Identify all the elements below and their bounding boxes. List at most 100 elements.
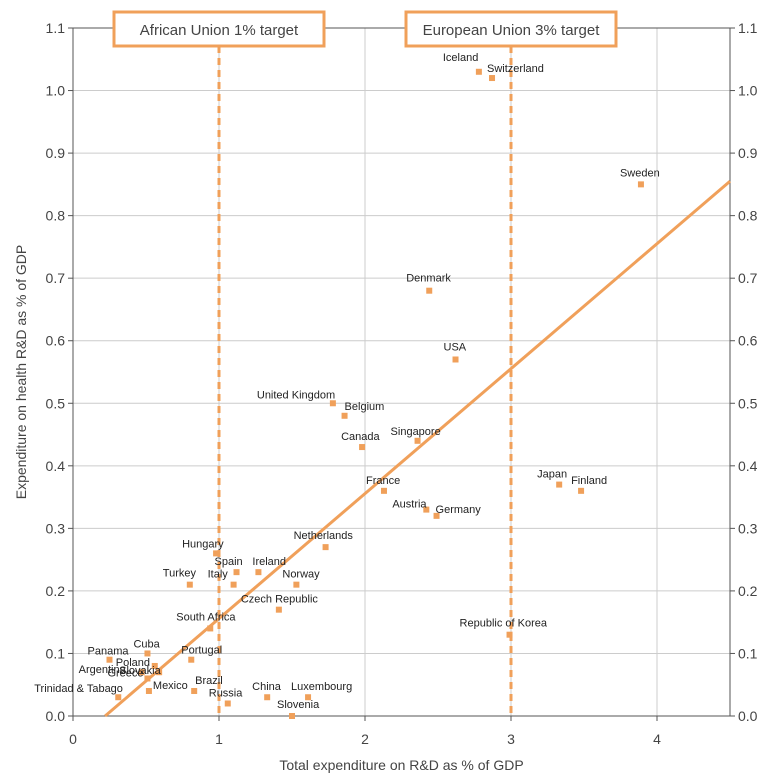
data-point	[213, 550, 220, 557]
data-point-label: Singapore	[391, 426, 441, 438]
x-axis-ticks: 0 1 2 3 4	[69, 716, 661, 747]
y-tick-label-left: 0.0	[46, 708, 66, 724]
data-point	[255, 569, 262, 576]
y-tick-label-left: 0.2	[46, 583, 66, 599]
x-tick-label: 4	[653, 731, 661, 747]
target-label: African Union 1% target	[140, 22, 299, 39]
y-tick-label-left: 0.1	[46, 645, 66, 661]
data-point-label: Czech Republic	[241, 594, 319, 606]
data-point	[145, 687, 152, 694]
y-tick-label-left: 0.7	[46, 270, 66, 286]
y-tick-label-right: 0.2	[738, 583, 758, 599]
data-point	[144, 675, 151, 682]
x-axis-title: Total expenditure on R&D as % of GDP	[279, 757, 523, 773]
data-point-label: Austria	[392, 499, 427, 511]
data-point-label: Denmark	[406, 273, 451, 285]
data-point-label: France	[366, 475, 400, 487]
data-point-label: Norway	[282, 569, 320, 581]
y-axis-title: Expenditure on health R&D as % of GDP	[13, 245, 29, 499]
data-point-label: China	[252, 681, 282, 693]
y-tick-label-left: 0.8	[46, 208, 66, 224]
y-tick-label-right: 1.0	[738, 83, 758, 99]
data-point-label: Turkey	[163, 568, 197, 580]
x-tick-label: 0	[69, 731, 77, 747]
y-tick-label-left: 1.1	[46, 20, 66, 36]
data-point-label: Brazil	[195, 675, 223, 687]
x-tick-label: 1	[215, 731, 223, 747]
data-point-label: Italy	[208, 569, 229, 581]
data-point-label: Finland	[571, 475, 607, 487]
data-point	[380, 487, 387, 494]
data-point	[578, 487, 585, 494]
data-point-label: Greece	[107, 667, 143, 679]
y-tick-label-right: 1.1	[738, 20, 758, 36]
data-point	[322, 544, 329, 551]
data-point	[275, 606, 282, 613]
y-axis-ticks-right: 0.0 0.1 0.2 0.3 0.4 0.5 0.6 0.7 0.8 0.9 1.0 1.1	[730, 20, 758, 724]
y-tick-label-left: 0.3	[46, 520, 66, 536]
data-point	[293, 581, 300, 588]
data-point	[329, 400, 336, 407]
y-tick-label-left: 0.6	[46, 333, 66, 349]
data-point	[188, 656, 195, 663]
data-point	[207, 625, 214, 632]
y-tick-label-right: 0.5	[738, 395, 758, 411]
data-point-label: Poland	[116, 657, 150, 669]
data-point	[144, 650, 151, 657]
target-lines: African Union 1% target European Union 3%…	[112, 10, 618, 716]
y-tick-label-right: 0.0	[738, 708, 758, 724]
y-tick-label-left: 1.0	[46, 83, 66, 99]
data-point-label: Cuba	[133, 638, 160, 650]
data-point-label: Japan	[537, 469, 567, 481]
y-tick-label-right: 0.9	[738, 145, 758, 161]
data-point-label: Spain	[215, 556, 243, 568]
plot-frame	[72, 27, 731, 717]
data-point-label: South Africa	[176, 611, 236, 623]
data-point-label: Luxembourg	[291, 681, 352, 693]
data-point-label: Russia	[209, 687, 244, 699]
data-point-label: Belgium	[345, 401, 385, 413]
data-points: Iceland Switzerland Sweden Denmark USA United…	[34, 52, 660, 719]
data-point	[106, 656, 113, 663]
data-point	[452, 356, 459, 363]
data-point	[433, 512, 440, 519]
y-tick-label-right: 0.4	[738, 458, 758, 474]
data-point-label: Hungary	[182, 538, 224, 550]
x-tick-label: 3	[507, 731, 515, 747]
target-label-box	[404, 10, 618, 48]
grid	[72, 27, 730, 717]
data-point	[489, 75, 496, 82]
data-point-label: Switzerland	[487, 63, 544, 75]
y-tick-label-right: 0.6	[738, 333, 758, 349]
data-point	[426, 287, 433, 294]
data-point	[341, 412, 348, 419]
y-tick-label-left: 0.5	[46, 395, 66, 411]
data-point-label: Ireland	[252, 556, 286, 568]
data-point-label: Slovakia	[119, 665, 161, 677]
data-point	[138, 669, 145, 676]
y-tick-label-right: 0.3	[738, 520, 758, 536]
trend-line	[104, 180, 731, 718]
target-label: European Union 3% target	[423, 22, 601, 39]
data-point	[233, 569, 240, 576]
data-point-label: Germany	[436, 504, 482, 516]
y-tick-label-left: 0.9	[46, 145, 66, 161]
data-point-label: Canada	[341, 431, 380, 443]
target-label-box	[112, 10, 326, 48]
data-point-label: Slovenia	[277, 699, 320, 711]
y-tick-label-right: 0.1	[738, 645, 758, 661]
data-point	[156, 669, 163, 676]
data-point-label: Sweden	[620, 167, 660, 179]
data-point	[637, 181, 644, 188]
trend-line-group	[104, 180, 731, 718]
data-point-label: Panama	[88, 646, 130, 658]
data-point-label: Netherlands	[294, 530, 354, 542]
data-point	[423, 506, 430, 513]
data-point	[359, 444, 366, 451]
data-point-label: Iceland	[443, 52, 478, 64]
data-point-label: Portugal	[181, 645, 222, 657]
data-point	[191, 687, 198, 694]
y-axis-ticks-left: 0.0 0.1 0.2 0.3 0.4 0.5 0.6 0.7 0.8 0.9 1.0 1.1	[46, 20, 73, 724]
data-point	[289, 713, 295, 719]
data-point	[230, 581, 237, 588]
